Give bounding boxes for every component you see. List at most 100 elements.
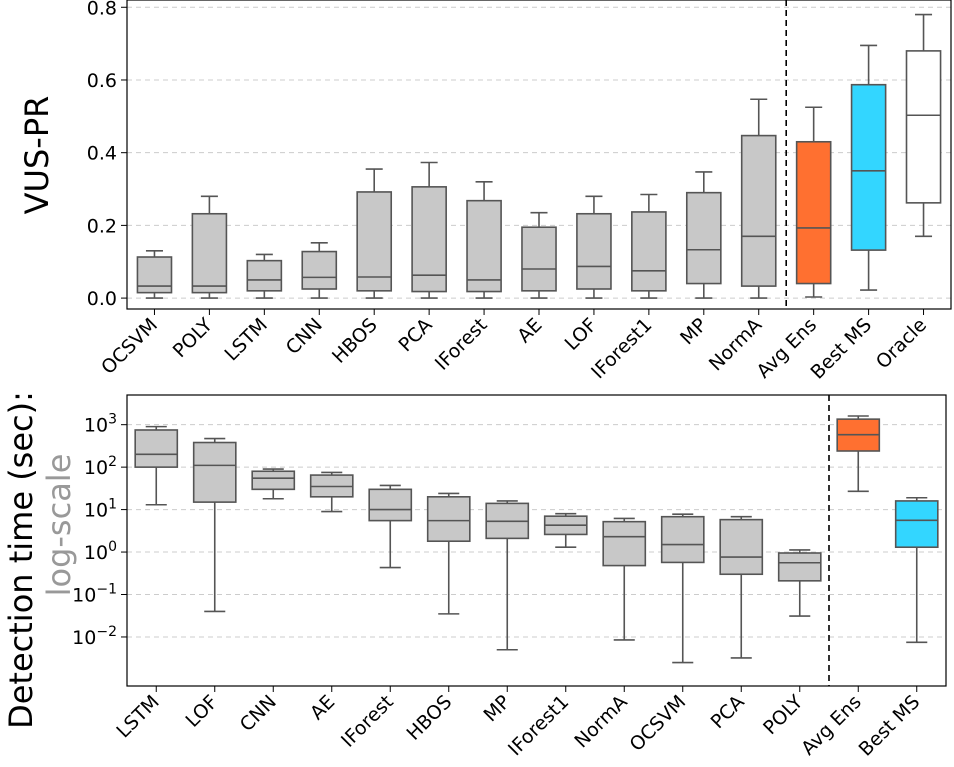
category-label: IForest: [337, 691, 398, 752]
box-iforest: [466, 180, 502, 299]
y-tick-label: 0.0: [87, 288, 117, 310]
iqr-box: [368, 488, 413, 522]
iqr-box: [426, 496, 471, 543]
box-mp: [685, 171, 722, 299]
iqr-box: [521, 226, 557, 292]
category-label: AE: [306, 691, 339, 724]
y-tick-label: 101: [84, 497, 117, 522]
y-tick-label: 0.6: [87, 70, 117, 92]
box-oracle: [905, 13, 942, 238]
box-ocsvm: [660, 513, 705, 664]
category-label: LOF: [561, 314, 602, 355]
box-best-ms: [894, 496, 939, 644]
y-tick-label: 100: [84, 539, 117, 564]
iqr-box: [894, 500, 939, 549]
category-label: Oracle: [872, 314, 931, 373]
category-label: MP: [480, 691, 515, 726]
category-label: IForest: [431, 314, 492, 375]
box-avg-ens: [795, 106, 832, 298]
iqr-box: [660, 515, 705, 564]
box-mp: [485, 500, 530, 651]
iqr-box: [466, 199, 502, 293]
category-label: IForest1: [504, 691, 573, 760]
iqr-box: [356, 191, 393, 292]
box-lstm: [246, 253, 283, 299]
y-tick-label: 102: [84, 454, 117, 479]
iqr-box: [850, 83, 887, 251]
category-label: Best MS: [855, 691, 925, 761]
box-hbos: [426, 492, 471, 615]
category-label: OCSVM: [625, 691, 690, 756]
iqr-box: [192, 441, 237, 503]
iqr-box: [136, 256, 173, 294]
plot-frame: [126, 0, 952, 310]
box-hbos: [356, 168, 393, 299]
iqr-box: [631, 211, 667, 292]
box-lof: [576, 195, 612, 299]
iqr-box: [685, 191, 722, 285]
box-iforest1: [631, 193, 667, 299]
y-tick-label: 103: [84, 412, 117, 437]
iqr-box: [602, 520, 647, 567]
box-ocsvm: [136, 250, 173, 299]
box-cnn: [301, 242, 338, 299]
iqr-box: [191, 212, 228, 294]
category-label: PCA: [394, 314, 436, 356]
box-ae: [521, 211, 557, 299]
box-ae: [309, 471, 354, 513]
category-label: HBOS: [328, 314, 382, 368]
box-cnn: [251, 468, 296, 500]
category-label: CNN: [236, 691, 281, 736]
box-avg-ens: [836, 415, 881, 493]
y-axis-label: Detection time (sec):: [2, 391, 40, 729]
category-label: AE: [513, 314, 546, 347]
box-lstm: [134, 425, 179, 506]
iqr-box: [740, 134, 777, 287]
iqr-box: [251, 470, 296, 491]
iqr-box: [411, 186, 447, 293]
category-label: NormA: [570, 691, 631, 752]
box-lof: [192, 437, 237, 613]
category-label: LOF: [181, 691, 222, 732]
category-label: MP: [676, 314, 711, 349]
category-label: CNN: [282, 314, 327, 359]
box-best-ms: [850, 44, 887, 291]
box-pca: [719, 515, 764, 659]
y-tick-label: 0.8: [87, 0, 117, 19]
y-tick-label: 0.2: [87, 215, 117, 237]
plot-frame: [126, 394, 947, 687]
category-label: POLY: [169, 314, 217, 362]
box-norma: [602, 517, 647, 641]
iqr-box: [905, 50, 942, 204]
category-label: Avg Ens: [797, 691, 866, 760]
iqr-box: [246, 259, 283, 292]
category-label: LSTM: [220, 314, 271, 365]
box-poly: [191, 195, 228, 299]
category-label: PCA: [707, 691, 749, 733]
y-tick-label: 0.4: [87, 143, 117, 165]
iqr-box: [795, 140, 832, 285]
iqr-box: [576, 212, 612, 290]
y-tick-label: 10−2: [72, 624, 117, 649]
box-iforest1: [543, 512, 588, 549]
category-label: Best MS: [806, 314, 876, 384]
y-tick-label: 10−1: [72, 582, 117, 607]
category-label: OCSVM: [97, 314, 162, 379]
box-pca: [411, 161, 447, 299]
y-axis-sublabel: log-scale: [40, 454, 78, 597]
box-norma: [740, 98, 777, 299]
iqr-box: [134, 429, 179, 468]
iqr-box: [301, 250, 338, 290]
iqr-box: [719, 518, 764, 576]
y-axis-label: VUS-PR: [18, 96, 56, 215]
box-iforest: [368, 484, 413, 569]
box-poly: [777, 549, 822, 617]
category-label: LSTM: [112, 691, 163, 742]
category-label: IForest1: [587, 314, 656, 383]
category-label: HBOS: [403, 691, 457, 745]
category-label: POLY: [759, 691, 807, 739]
iqr-box: [777, 552, 822, 582]
